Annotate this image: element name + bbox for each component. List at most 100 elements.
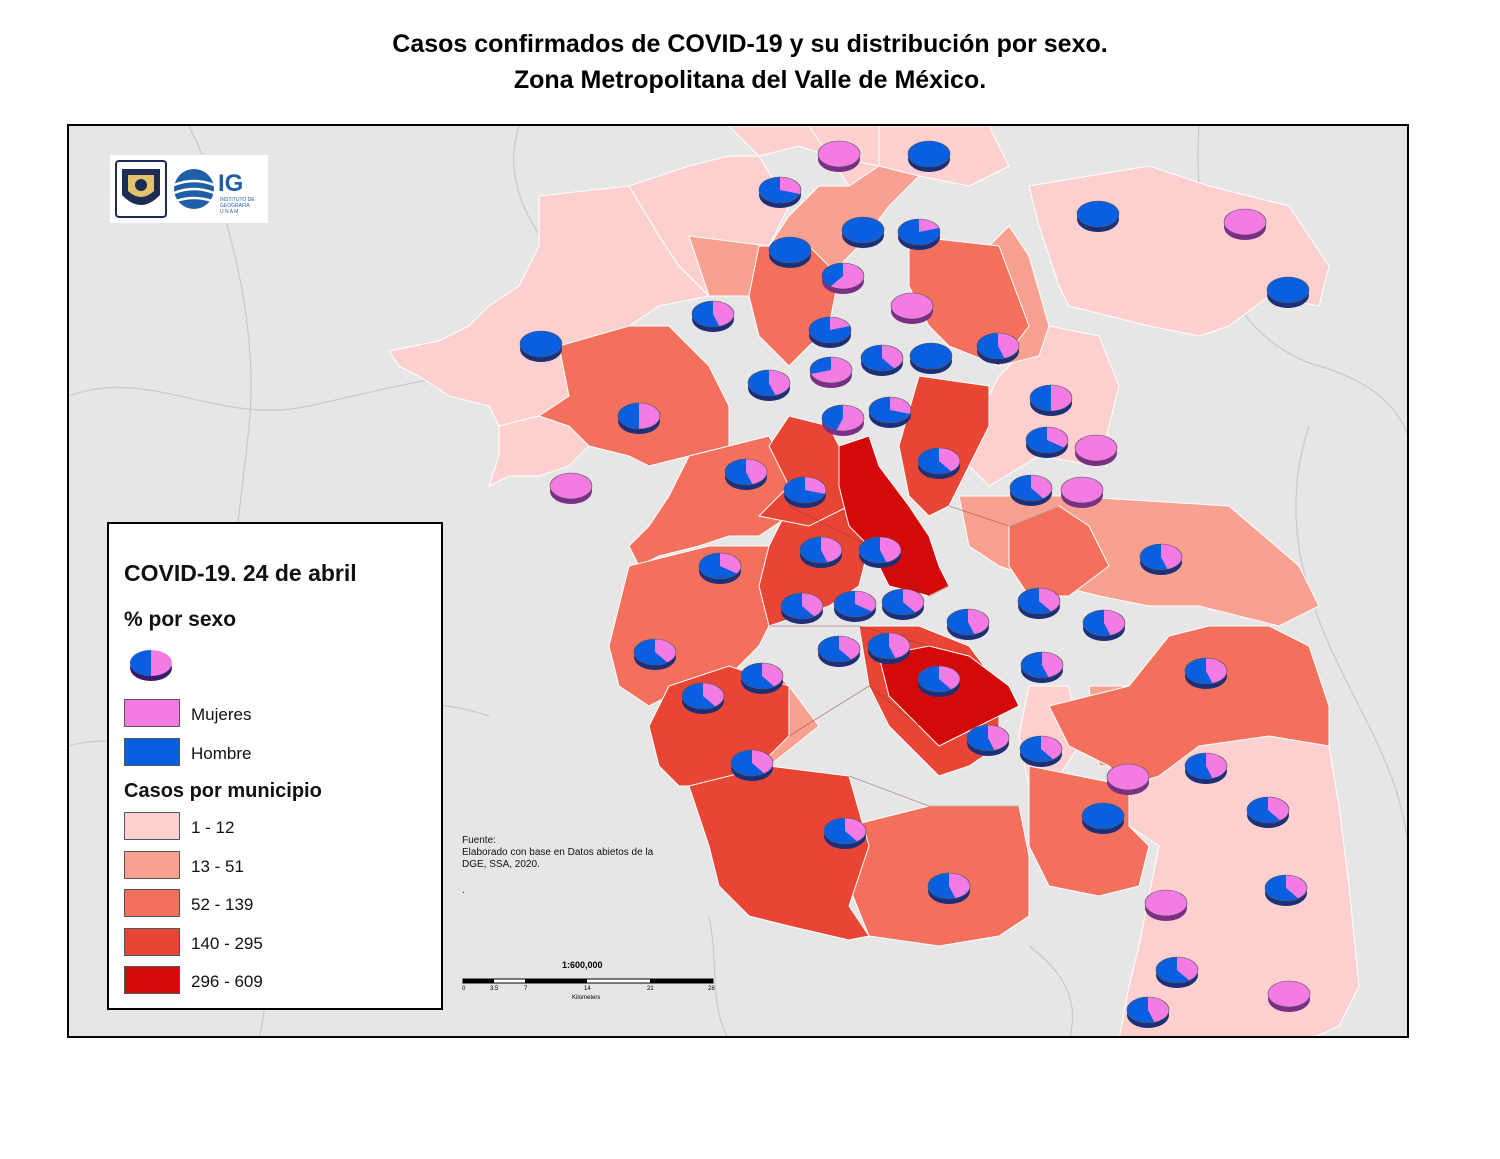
municipio-pie-chart[interactable] [740,662,784,694]
municipio-pie-chart[interactable] [780,592,824,624]
municipio-pie-chart[interactable] [808,316,852,348]
municipio-pie-chart[interactable] [1019,735,1063,767]
municipio-pie-chart[interactable] [841,216,885,248]
map-title-line-1: Casos confirmados de COVID-19 y su distr… [392,30,1108,58]
logo-subtitle-3: U N A M [220,209,238,215]
municipio-pie-chart[interactable] [917,447,961,479]
source-label: Fuente: [462,835,496,846]
legend-swatch-class-2 [124,851,180,879]
scale-bar-graphic [462,978,714,984]
municipio-pie-chart[interactable] [867,632,911,664]
municipio-pie-chart[interactable] [698,552,742,584]
municipio-pie-chart[interactable] [1184,752,1228,784]
municipio-pie-chart[interactable] [927,872,971,904]
legend-title: COVID-19. 24 de abril [124,560,357,586]
legend-label-class-5: 296 - 609 [191,972,263,991]
legend-pie-heading: % por sexo [124,608,237,631]
municipio-pie-chart[interactable] [730,749,774,781]
municipio-pie-chart[interactable] [1074,434,1118,466]
municipio-pie-chart[interactable] [823,817,867,849]
municipio-pie-chart[interactable] [966,724,1010,756]
municipio-pie-chart[interactable] [1060,476,1104,508]
scale-bar: 1:600,000 0 3.5 7 14 21 28 Kilometers [462,960,718,1006]
municipio-pie-chart[interactable] [897,218,941,250]
municipio-pie-chart[interactable] [858,536,902,568]
municipio-pie-chart[interactable] [907,140,951,172]
municipio-pie-chart[interactable] [1025,426,1069,458]
municipio-pie-chart[interactable] [747,369,791,401]
map-legend: COVID-19. 24 de abril % por sexo Mujeres… [107,522,443,1010]
legend-label-class-1: 1 - 12 [191,818,235,837]
legend-swatch-mujeres [124,699,180,727]
municipio-pie-chart[interactable] [768,236,812,268]
municipio-pie-chart[interactable] [1082,609,1126,641]
municipio-pie-chart[interactable] [1076,200,1120,232]
municipio-pie-chart[interactable] [758,176,802,208]
map-title-line-2: Zona Metropolitana del Valle de México. [513,66,987,94]
municipio-pie-chart[interactable] [1126,996,1170,1028]
municipio-pie-chart[interactable] [1264,874,1308,906]
municipio-pie-chart[interactable] [783,476,827,508]
municipio-pie-chart[interactable] [724,458,768,490]
legend-swatch-class-5 [124,966,180,994]
legend-pie-symbol [130,650,172,681]
municipio-pie-chart[interactable] [821,262,865,294]
municipio-pie-chart[interactable] [633,638,677,670]
unam-shield-icon [115,160,167,218]
municipio-pie-chart[interactable] [917,665,961,697]
municipio-pie-chart[interactable] [1106,763,1150,795]
municipio-pie-chart[interactable] [817,635,861,667]
map-frame[interactable] [67,124,1409,1038]
logo-subtitle-2: GEOGRAFÍA [220,202,250,209]
municipio-pie-chart[interactable] [860,344,904,376]
scale-tick-0: 0 [462,986,466,992]
municipio-pie-chart[interactable] [1266,276,1310,308]
legend-label-class-3: 52 - 139 [191,895,254,914]
ig-globe-icon [173,169,215,209]
municipio-pie-chart[interactable] [1029,384,1073,416]
scale-tick-5: 28 [708,986,715,992]
municipio-pie-chart[interactable] [1020,651,1064,683]
municipio-pie-chart[interactable] [681,682,725,714]
municipio-pie-chart[interactable] [909,342,953,374]
logo-text: IG [218,170,243,197]
municipio-pie-chart[interactable] [691,300,735,332]
legend-swatch-class-3 [124,889,180,917]
municipio-pie-chart[interactable] [617,402,661,434]
municipio-pie-chart[interactable] [799,536,843,568]
municipio-pie-chart[interactable] [1184,657,1228,689]
scale-ratio: 1:600,000 [562,960,603,970]
municipio-pie-chart[interactable] [1139,543,1183,575]
municipio-pie-chart[interactable] [976,332,1020,364]
municipio-pie-chart[interactable] [833,590,877,622]
municipio-pie-chart[interactable] [1267,980,1311,1012]
municipio-pie-chart[interactable] [1155,956,1199,988]
municipio-pie-chart[interactable] [1246,796,1290,828]
choropleth-map[interactable] [69,126,1409,1038]
municipio-pie-chart[interactable] [1017,587,1061,619]
legend-cases-heading: Casos por municipio [124,780,322,802]
municipio-pie-chart[interactable] [1009,474,1053,506]
municipio-pie-chart[interactable] [868,396,912,428]
municipio-pie-chart[interactable] [817,140,861,172]
source-line-2: DGE, SSA, 2020. [462,859,540,870]
scale-tick-3: 14 [584,986,591,992]
municipio-pie-chart[interactable] [946,608,990,640]
municipio-pie-chart[interactable] [1144,889,1188,921]
municipio-pie-chart[interactable] [821,404,865,436]
legend-label-mujeres: Mujeres [191,705,252,724]
legend-label-hombre: Hombre [191,744,252,763]
municipio-pie-chart[interactable] [549,472,593,504]
municipio-pie-chart[interactable] [1081,802,1125,834]
scale-tick-1: 3.5 [490,986,499,992]
class-296-609-regions[interactable] [838,435,1020,747]
municipio-pie-chart[interactable] [519,330,563,362]
scale-tick-2: 7 [524,986,528,992]
municipio-pie-chart[interactable] [809,356,853,388]
logo-subtitle-1: INSTITUTO DE [220,197,255,203]
legend-label-class-4: 140 - 295 [191,934,263,953]
region-borders [769,505,1060,807]
municipio-pie-chart[interactable] [881,588,925,620]
municipio-pie-chart[interactable] [890,292,934,324]
municipio-pie-chart[interactable] [1223,208,1267,240]
